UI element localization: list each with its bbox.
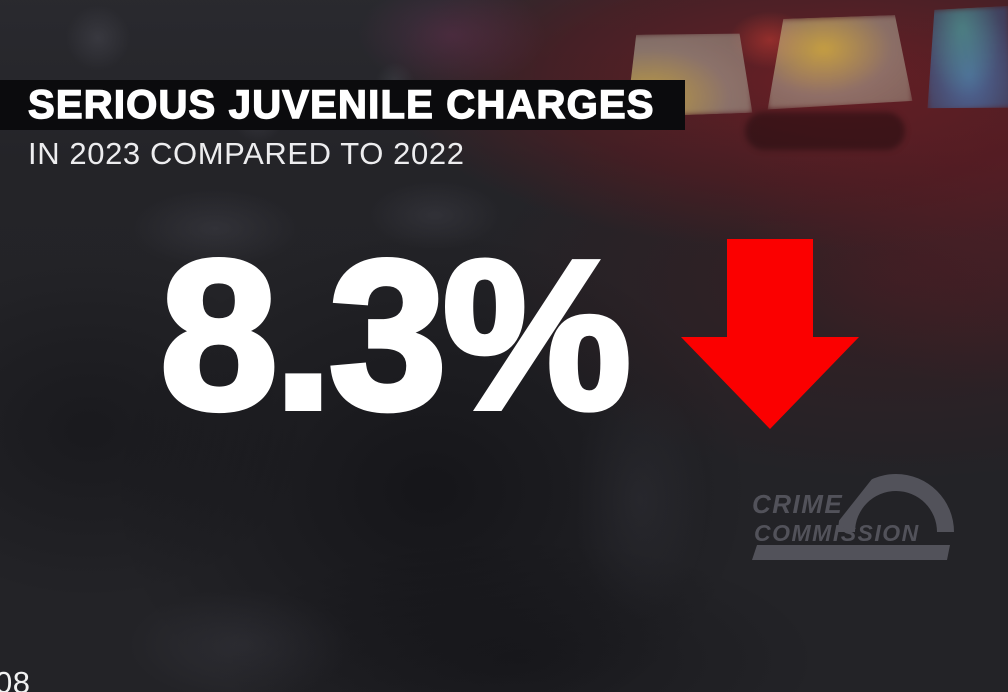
lightbar-lamp-glow	[764, 14, 912, 109]
lightbar-base-shadow	[745, 112, 905, 150]
headline-title: SERIOUS JUVENILE CHARGES	[27, 82, 655, 127]
logo-base-bar	[752, 545, 950, 560]
headline-bar: SERIOUS JUVENILE CHARGES	[0, 80, 685, 130]
logo-arch-shape	[838, 474, 954, 532]
logo-text-commission: COMMISSION	[754, 520, 920, 546]
headline-subtitle: IN 2023 COMPARED TO 2022	[28, 136, 465, 171]
crime-commission-logo: CRIME COMMISSION	[752, 472, 954, 560]
stat-percentage: 8.3%	[157, 216, 634, 453]
timestamp-fragment: 08	[0, 665, 31, 692]
down-arrow-icon	[681, 239, 859, 429]
lightbar-blue-lamp-glow	[922, 6, 1008, 112]
logo-arch-slice	[832, 472, 878, 521]
logo-text-crime: CRIME	[752, 489, 843, 519]
